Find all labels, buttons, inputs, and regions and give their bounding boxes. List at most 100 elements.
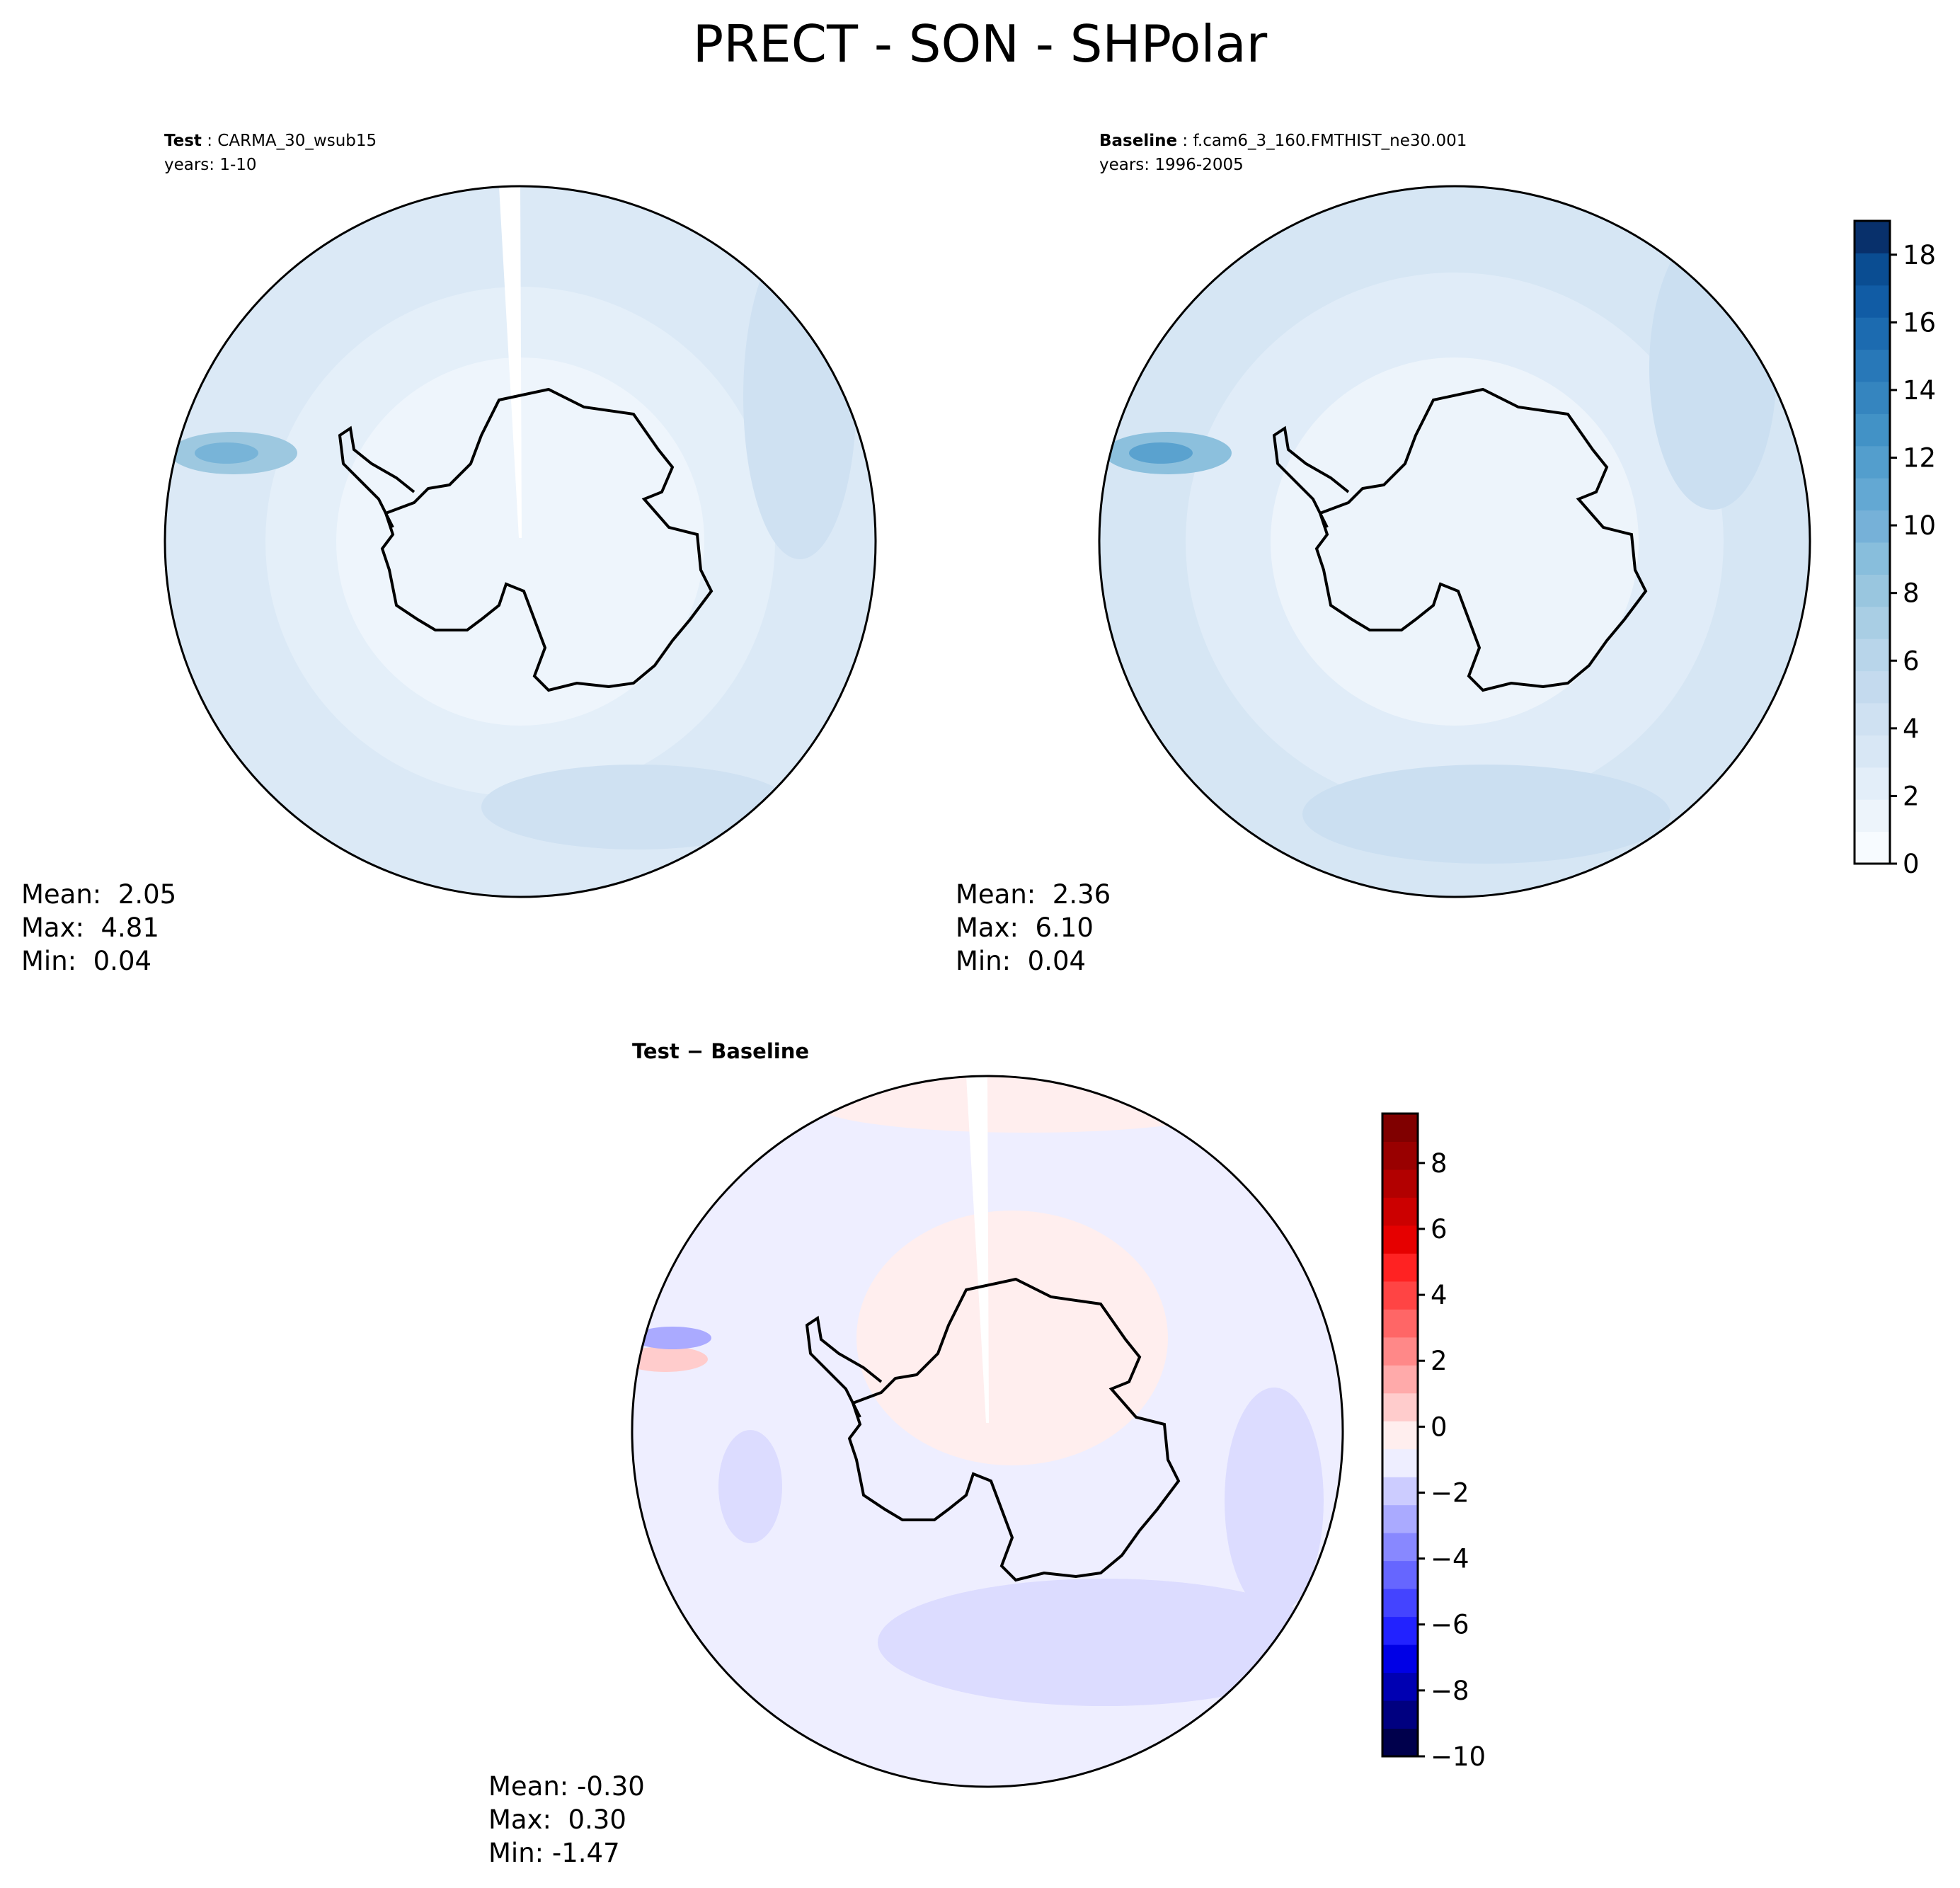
baseline-min: Min: 0.04 bbox=[956, 946, 1087, 976]
diff-colorbar-swatch bbox=[1382, 1392, 1418, 1421]
baseline-colorbar-swatch bbox=[1855, 413, 1890, 447]
diff-colorbar-tick-label: 6 bbox=[1431, 1214, 1448, 1245]
baseline-colorbar-swatch bbox=[1855, 542, 1890, 575]
diff-map bbox=[632, 1076, 1343, 1787]
diff-colorbar-tick-label: −10 bbox=[1431, 1741, 1486, 1772]
baseline-colorbar-swatch bbox=[1855, 799, 1890, 833]
diff-colorbar-swatch bbox=[1382, 1644, 1418, 1674]
figure-title: PRECT - SON - SHPolar bbox=[692, 14, 1268, 74]
baseline-colorbar-swatch bbox=[1855, 574, 1890, 607]
diff-colorbar-swatch bbox=[1382, 1504, 1418, 1533]
baseline-map bbox=[1099, 186, 1810, 897]
baseline-colorbar-tick-label: 16 bbox=[1903, 307, 1936, 338]
baseline-colorbar-swatch bbox=[1855, 445, 1890, 479]
baseline-colorbar-tick-label: 10 bbox=[1903, 510, 1936, 541]
baseline-colorbar-swatch bbox=[1855, 253, 1890, 286]
diff-field-negative bbox=[1225, 1388, 1324, 1614]
baseline-colorbar-swatch bbox=[1855, 735, 1890, 768]
baseline-colorbar-swatch bbox=[1855, 317, 1890, 350]
baseline-colorbar-frame bbox=[1853, 219, 1891, 865]
baseline-colorbar-swatch bbox=[1855, 285, 1890, 318]
diff-colorbar-swatch bbox=[1382, 1589, 1418, 1618]
diff-field-positive bbox=[814, 1076, 1239, 1133]
diff-colorbar-swatch bbox=[1382, 1365, 1418, 1394]
baseline-colorbar-swatch bbox=[1855, 639, 1890, 672]
diff-field-positive bbox=[856, 1211, 1168, 1465]
test-field-patch bbox=[481, 765, 793, 849]
test-field-patch bbox=[743, 234, 856, 559]
baseline-colorbar-swatch bbox=[1855, 221, 1890, 253]
diff-field-negative-strong bbox=[634, 1327, 711, 1349]
baseline-colorbar-tick-label: 4 bbox=[1903, 714, 1920, 744]
diff-colorbar-swatch bbox=[1382, 1560, 1418, 1589]
diff-map-border bbox=[631, 1075, 1344, 1788]
baseline-colorbar-tick-label: 18 bbox=[1903, 240, 1936, 270]
baseline-stats: Mean: 2.36 Max: 6.10 Min: 0.04 bbox=[956, 878, 1111, 978]
test-map-border bbox=[164, 185, 877, 898]
diff-colorbar-swatch bbox=[1382, 1700, 1418, 1729]
diff-mean: Mean: -0.30 bbox=[488, 1771, 645, 1802]
diff-colorbar-swatch bbox=[1382, 1616, 1418, 1645]
diff-colorbar-swatch bbox=[1382, 1672, 1418, 1701]
diff-min: Min: -1.47 bbox=[488, 1838, 620, 1868]
diff-colorbar-tick-label: −4 bbox=[1431, 1544, 1469, 1574]
test-stats: Mean: 2.05 Max: 4.81 Min: 0.04 bbox=[21, 878, 176, 978]
baseline-map-border bbox=[1098, 185, 1811, 898]
test-missing-wedge bbox=[499, 186, 522, 538]
baseline-colorbar-swatch bbox=[1855, 703, 1890, 736]
diff-field-positive-strong bbox=[632, 1346, 708, 1372]
baseline-colorbar-swatch bbox=[1855, 510, 1890, 543]
diff-colorbar-tick-label: 2 bbox=[1431, 1346, 1448, 1376]
diff-stats: Mean: -0.30 Max: 0.30 Min: -1.47 bbox=[488, 1770, 645, 1870]
test-map bbox=[165, 186, 876, 897]
diff-colorbar-tick-label: −6 bbox=[1431, 1610, 1469, 1640]
diff-colorbar-swatch bbox=[1382, 1281, 1418, 1310]
diff-colorbar-swatch bbox=[1382, 1141, 1418, 1170]
baseline-colorbar-swatch bbox=[1855, 670, 1890, 704]
test-max: Max: 4.81 bbox=[21, 912, 159, 943]
test-min: Min: 0.04 bbox=[21, 946, 152, 976]
baseline-colorbar-swatch bbox=[1855, 478, 1890, 511]
test-field-peak bbox=[195, 442, 258, 464]
diff-colorbar-tick-label: −2 bbox=[1431, 1477, 1469, 1508]
diff-field-negative bbox=[718, 1430, 782, 1543]
baseline-mean: Mean: 2.36 bbox=[956, 879, 1111, 910]
baseline-max: Max: 6.10 bbox=[956, 912, 1094, 943]
diff-colorbar-frame bbox=[1381, 1112, 1419, 1758]
diff-colorbar-swatch bbox=[1382, 1337, 1418, 1366]
diff-title: Test − Baseline bbox=[632, 1039, 810, 1063]
test-years: years: 1-10 bbox=[164, 156, 257, 174]
baseline-colorbar-tick-label: 14 bbox=[1903, 375, 1936, 406]
baseline-colorbar-tick-label: 2 bbox=[1903, 781, 1920, 811]
baseline-header: Baseline : f.cam6_3_160.FMTHIST_ne30.001… bbox=[1099, 129, 1467, 177]
diff-colorbar-swatch bbox=[1382, 1728, 1418, 1757]
baseline-label: Baseline bbox=[1099, 132, 1178, 150]
test-field-interior bbox=[336, 357, 704, 726]
test-label: Test bbox=[164, 132, 202, 150]
diff-colorbar-swatch bbox=[1382, 1225, 1418, 1254]
diff-colorbar-swatch bbox=[1382, 1253, 1418, 1282]
test-mean: Mean: 2.05 bbox=[21, 879, 177, 910]
diff-field-negative bbox=[878, 1579, 1331, 1706]
diff-colorbar-swatch bbox=[1382, 1533, 1418, 1562]
baseline-years: years: 1996-2005 bbox=[1099, 156, 1244, 174]
diff-colorbar-swatch bbox=[1382, 1169, 1418, 1198]
baseline-colorbar-swatch bbox=[1855, 382, 1890, 414]
baseline-colorbar-swatch bbox=[1855, 606, 1890, 639]
baseline-field-peak bbox=[1129, 442, 1193, 464]
test-case-name: CARMA_30_wsub15 bbox=[217, 132, 377, 150]
baseline-field-patch bbox=[1649, 227, 1777, 510]
baseline-colorbar-tick-label: 8 bbox=[1903, 578, 1920, 609]
baseline-colorbar-tick-label: 6 bbox=[1903, 646, 1920, 676]
baseline-case-name: f.cam6_3_160.FMTHIST_ne30.001 bbox=[1193, 132, 1467, 150]
diff-max: Max: 0.30 bbox=[488, 1804, 626, 1835]
diff-colorbar-swatch bbox=[1382, 1197, 1418, 1226]
diff-colorbar-tick-label: 0 bbox=[1431, 1412, 1448, 1442]
diff-colorbar-swatch bbox=[1382, 1114, 1418, 1142]
baseline-field-interior bbox=[1271, 357, 1639, 726]
baseline-colorbar-swatch bbox=[1855, 767, 1890, 800]
baseline-colorbar-swatch bbox=[1855, 349, 1890, 382]
baseline-colorbar: 0 2 4 6 8 10 12 14 16 18 bbox=[1853, 219, 1936, 879]
diff-colorbar-swatch bbox=[1382, 1448, 1418, 1477]
